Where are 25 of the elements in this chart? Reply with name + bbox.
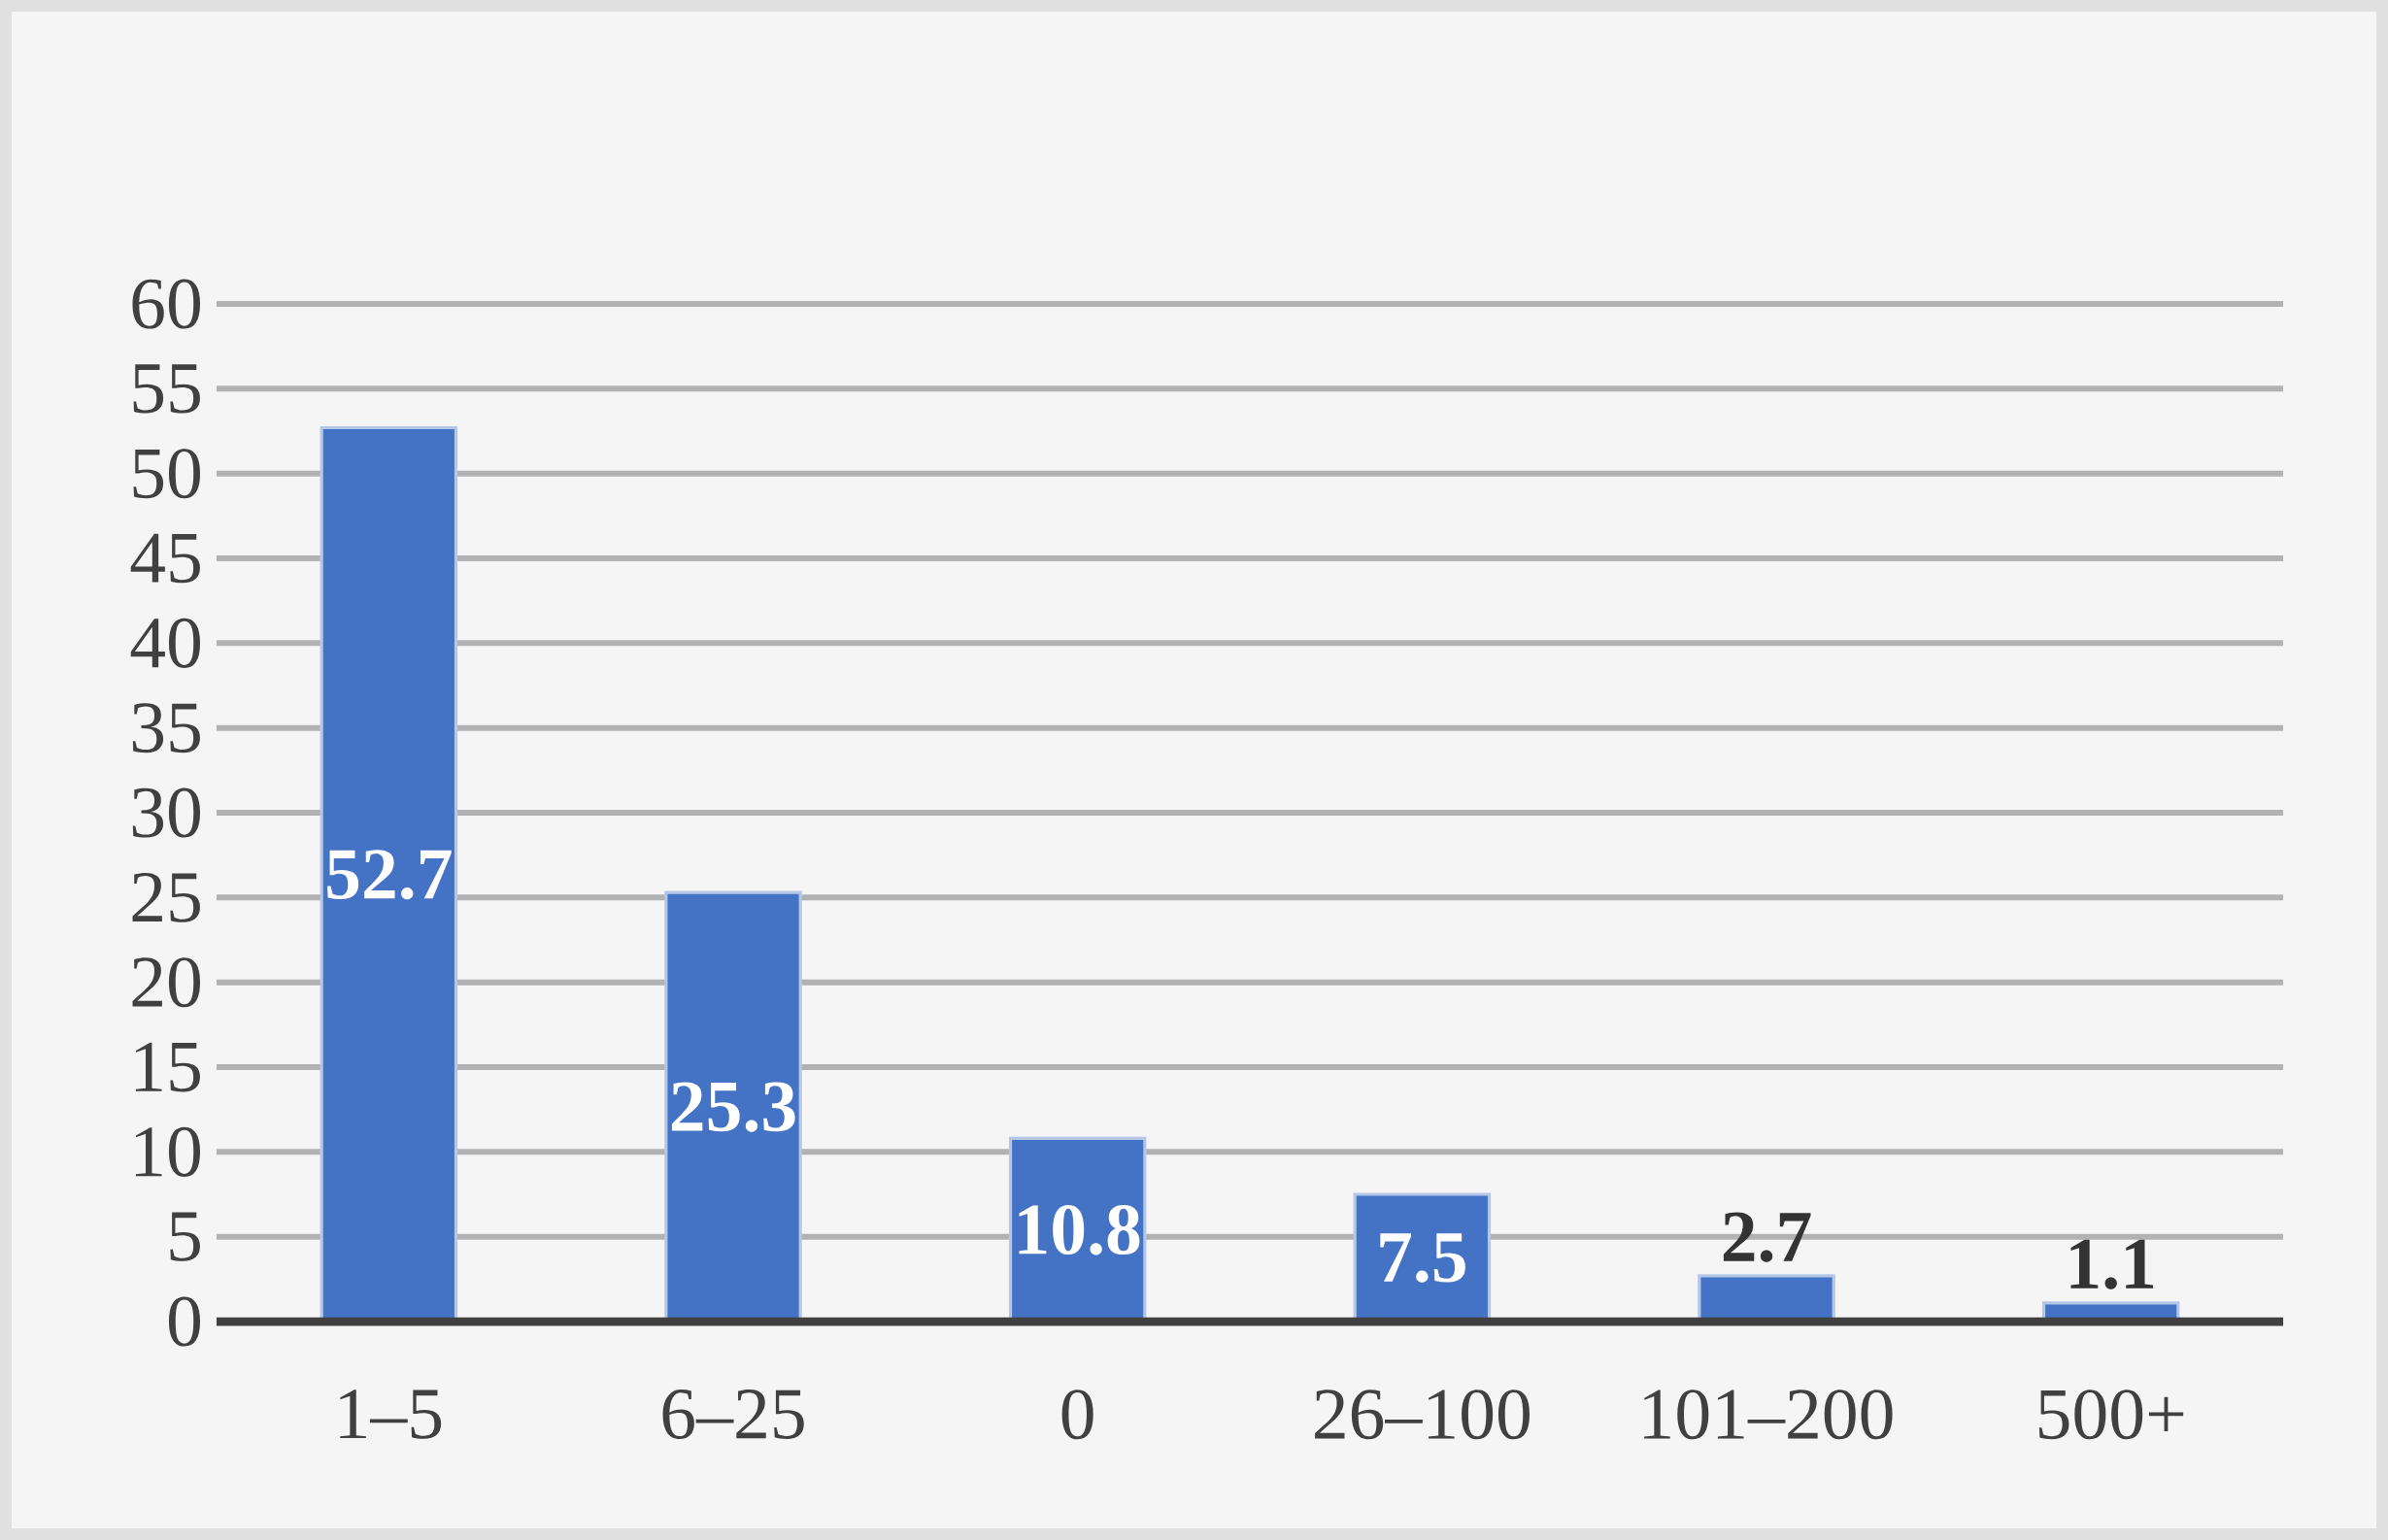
x-tick-label: 0 bbox=[1061, 1389, 1093, 1440]
x-tick-label: 1–5 bbox=[340, 1389, 442, 1439]
data-label: 25.3 bbox=[671, 1082, 795, 1132]
x-tick-label: 26–100 bbox=[1315, 1389, 1530, 1440]
y-tick-label: 5 bbox=[170, 1212, 200, 1261]
y-tick-label: 0 bbox=[168, 1296, 201, 1347]
y-tick-label: 40 bbox=[130, 618, 201, 668]
y-tick-label: 20 bbox=[132, 957, 201, 1008]
y-tick-label: 60 bbox=[132, 279, 201, 329]
y-tick-label: 30 bbox=[132, 787, 201, 838]
data-label: 52.7 bbox=[327, 850, 452, 900]
y-tick-label: 45 bbox=[130, 533, 200, 584]
x-tick-label: 500+ bbox=[2038, 1389, 2184, 1440]
data-label: 1.1 bbox=[2070, 1239, 2154, 1289]
y-tick-label: 35 bbox=[132, 703, 200, 753]
data-label: 7.5 bbox=[1380, 1233, 1465, 1283]
x-tick-label: 6–25 bbox=[662, 1389, 804, 1439]
y-tick-label: 50 bbox=[133, 449, 201, 499]
data-label: 2.7 bbox=[1723, 1212, 1811, 1262]
data-label: 10.8 bbox=[1019, 1205, 1140, 1255]
y-tick-label: 10 bbox=[135, 1126, 201, 1177]
y-tick-label: 15 bbox=[135, 1042, 200, 1092]
x-tick-label: 101–200 bbox=[1644, 1389, 1893, 1440]
y-tick-label: 25 bbox=[132, 872, 200, 922]
y-tick-label: 55 bbox=[133, 364, 200, 414]
